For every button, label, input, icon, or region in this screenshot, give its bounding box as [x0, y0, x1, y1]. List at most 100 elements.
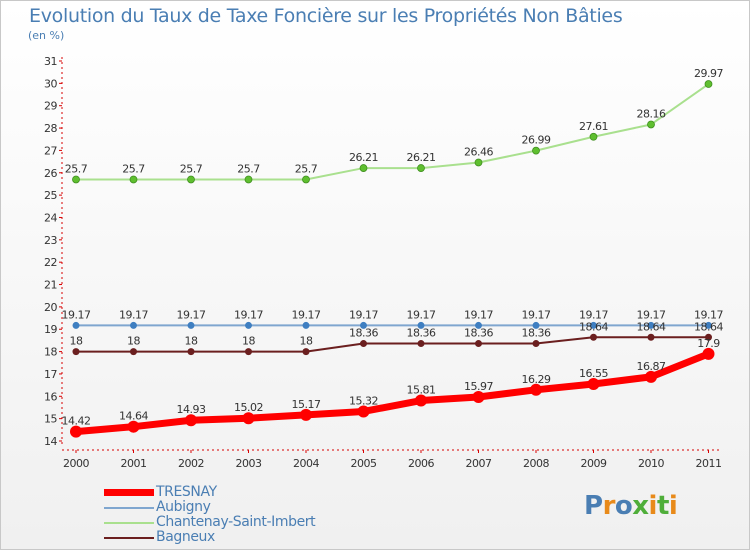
data-label-aubigny: 19.17	[464, 308, 493, 321]
data-point-bagneux	[187, 348, 195, 356]
data-point-tresnay	[185, 414, 197, 427]
data-point-tresnay	[530, 383, 542, 396]
data-point-tresnay	[70, 425, 82, 438]
data-label-bagneux: 18	[242, 335, 255, 348]
data-label-tresnay: 17.9	[697, 337, 720, 350]
legend-label: Bagneux	[156, 529, 215, 545]
logo-letter: P	[584, 491, 603, 521]
data-label-aubigny: 19.17	[292, 308, 321, 321]
data-label-chantenay-saint-imbert: 28.16	[637, 107, 666, 120]
data-label-tresnay: 15.02	[234, 401, 263, 414]
proxiti-logo: Proxiti	[584, 491, 678, 521]
data-label-bagneux: 18	[70, 335, 83, 348]
x-tick-label: 2007	[466, 457, 492, 470]
data-label-chantenay-saint-imbert: 29.97	[694, 67, 723, 80]
x-tick-label: 2005	[351, 457, 377, 470]
series-markers	[70, 80, 715, 438]
data-point-aubigny	[72, 321, 80, 329]
x-tick-label: 2011	[696, 457, 722, 470]
x-tick-label: 2008	[523, 457, 549, 470]
data-point-chantenay-saint-imbert	[244, 175, 253, 184]
data-label-chantenay-saint-imbert: 25.7	[295, 162, 318, 175]
data-point-tresnay	[587, 378, 600, 390]
y-tick-label: 16	[44, 390, 57, 403]
data-label-tresnay: 16.29	[522, 373, 551, 386]
data-point-aubigny	[130, 321, 137, 329]
logo-letter: r	[602, 491, 616, 521]
data-label-aubigny: 19.17	[234, 308, 263, 321]
data-label-tresnay: 14.64	[119, 410, 148, 423]
data-point-aubigny	[705, 321, 712, 329]
data-label-aubigny: 19.17	[407, 308, 436, 321]
data-label-tresnay: 15.81	[407, 384, 436, 397]
legend-swatch	[104, 522, 154, 524]
data-point-aubigny	[590, 321, 597, 329]
data-point-bagneux	[245, 348, 252, 356]
y-tick-label: 14	[44, 435, 57, 448]
x-tick-label: 2001	[121, 457, 147, 470]
y-tick-label: 22	[44, 256, 57, 269]
data-label-bagneux: 18	[127, 335, 140, 348]
data-point-tresnay	[702, 347, 715, 360]
data-point-tresnay	[127, 420, 140, 433]
data-label-chantenay-saint-imbert: 25.7	[180, 162, 203, 175]
data-label-tresnay: 15.17	[292, 398, 321, 411]
data-label-chantenay-saint-imbert: 25.7	[122, 162, 145, 175]
data-label-aubigny: 19.17	[694, 308, 723, 321]
data-label-tresnay: 14.93	[177, 403, 206, 416]
series-line-bagneux	[75, 336, 710, 353]
y-tick-label: 17	[44, 368, 57, 381]
y-tick-label: 27	[44, 144, 57, 157]
data-label-chantenay-saint-imbert: 25.7	[237, 162, 260, 175]
data-point-chantenay-saint-imbert	[589, 132, 598, 141]
logo-letter: i	[648, 491, 658, 521]
x-tick-label: 2006	[408, 457, 434, 470]
data-label-bagneux: 18.36	[522, 327, 551, 340]
y-tick-label: 24	[44, 211, 57, 224]
data-point-bagneux	[130, 348, 137, 356]
y-axis-label: (en %)	[28, 29, 65, 42]
y-tick-label: 18	[44, 346, 57, 359]
data-label-aubigny: 19.17	[522, 308, 551, 321]
data-label-bagneux: 18.36	[407, 327, 436, 340]
legend-swatch	[104, 507, 154, 509]
data-label-chantenay-saint-imbert: 27.61	[579, 120, 608, 133]
data-label-aubigny: 19.17	[62, 308, 91, 321]
data-point-chantenay-saint-imbert	[187, 175, 195, 184]
data-label-bagneux: 18.36	[464, 327, 493, 340]
y-tick-label: 26	[44, 167, 57, 180]
data-point-chantenay-saint-imbert	[302, 175, 310, 184]
data-point-bagneux	[705, 333, 712, 341]
data-label-aubigny: 19.17	[579, 308, 608, 321]
data-point-chantenay-saint-imbert	[359, 164, 368, 172]
y-tick-label: 20	[44, 301, 57, 314]
data-label-aubigny: 19.17	[119, 308, 148, 321]
data-point-aubigny	[187, 321, 195, 329]
data-label-bagneux: 18	[185, 335, 198, 348]
data-label-aubigny: 19.17	[349, 308, 378, 321]
data-label-chantenay-saint-imbert: 25.7	[65, 162, 88, 175]
data-point-tresnay	[300, 408, 312, 421]
data-label-tresnay: 16.87	[637, 360, 666, 373]
logo-letter: x	[632, 491, 649, 521]
y-tick-label: 29	[44, 100, 57, 113]
y-tick-label: 28	[44, 122, 57, 135]
data-label-tresnay: 14.42	[62, 415, 91, 428]
data-label-bagneux: 18.64	[637, 320, 666, 333]
data-point-chantenay-saint-imbert	[647, 120, 655, 129]
legend-swatch	[104, 489, 154, 496]
data-point-aubigny	[417, 321, 425, 329]
data-point-tresnay	[242, 412, 255, 425]
legend-label: TRESNAY	[156, 484, 217, 500]
data-label-aubigny: 19.17	[637, 308, 666, 321]
data-label-bagneux: 18.64	[694, 320, 723, 333]
data-point-aubigny	[360, 321, 367, 329]
x-tick-label: 2010	[638, 457, 664, 470]
data-point-chantenay-saint-imbert	[474, 158, 483, 167]
x-tick-label: 2009	[581, 457, 607, 470]
data-point-bagneux	[417, 340, 425, 348]
y-tick-label: 19	[44, 323, 57, 336]
y-tick-label: 30	[44, 77, 57, 90]
data-point-chantenay-saint-imbert	[532, 146, 540, 155]
